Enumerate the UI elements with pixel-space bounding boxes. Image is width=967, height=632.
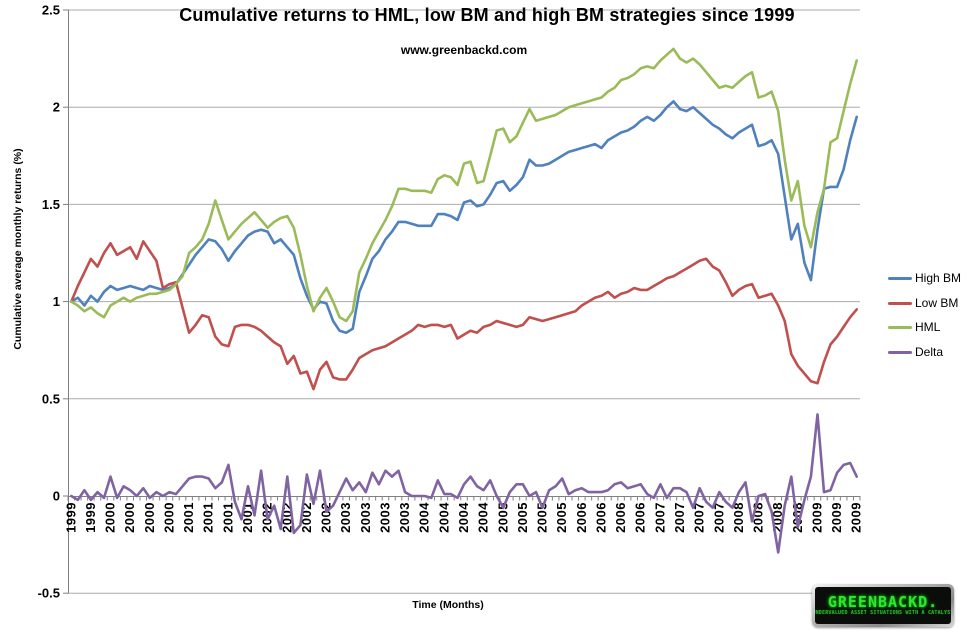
legend-item-high-bm: High BM [888,271,961,285]
x-axis-tick-label: 2003 [397,502,412,533]
legend-label-low-bm: Low BM [915,296,959,310]
x-axis-tick-label: 2001 [181,502,196,533]
x-axis-tick-label: 2006 [613,502,628,533]
x-axis-tick-label: 2009 [810,502,825,533]
chart-title: Cumulative returns to HML, low BM and hi… [179,5,795,25]
hml-line-swatch [888,325,912,329]
x-axis-tick-label: 2000 [142,502,157,533]
x-axis-tick-label: 2006 [574,502,589,533]
x-axis-tick-label: 2003 [378,502,393,533]
y-axis-tick-label: 2.5 [42,3,60,18]
x-axis-tick-label: 2000 [162,502,177,533]
series-line-hml [70,47,859,323]
greenbackd-logo-tagline: UNDERVALUED ASSET SITUATIONS WITH A CATA… [815,610,951,616]
x-axis-tick-label: 2005 [515,502,530,533]
y-axis-tick-label: 1.5 [42,197,60,212]
greenbackd-logo-text: GREENBACKD. [827,593,939,611]
x-axis-tick-label: 2008 [731,502,746,533]
series-line-low-bm [70,240,859,391]
y-axis-tick-label: -0.5 [38,586,60,601]
x-axis-tick-label: 2005 [535,502,550,533]
high-bm-line-swatch [888,276,912,280]
x-axis-tick-label: 2000 [103,502,118,533]
x-axis-tick-label: 2003 [358,502,373,533]
y-axis-tick-label: 0 [53,489,60,504]
series-line-high-bm [70,100,859,335]
greenbackd-logo-screen: GREENBACKD. UNDERVALUED ASSET SITUATIONS… [815,587,951,624]
x-axis-tick-label: 2004 [436,502,451,533]
x-axis-tick-label: 2005 [554,502,569,533]
legend-item-hml: HML [888,320,940,334]
y-axis-title: Cumulative average monthly returns (%) [12,148,24,350]
legend-item-delta: Delta [888,345,943,359]
x-axis-tick-label: 2001 [201,502,216,533]
x-axis-tick-label: 1999 [83,502,98,533]
x-axis-tick-label: 2001 [220,502,235,533]
legend-label-delta: Delta [915,345,944,359]
legend-label-hml: HML [915,320,941,334]
x-axis-tick-label: 2009 [849,502,864,533]
x-axis-tick-label: 2005 [495,502,510,533]
x-axis-tick-label: 2009 [829,502,844,533]
greenbackd-logo: GREENBACKD. UNDERVALUED ASSET SITUATIONS… [812,584,954,627]
x-axis-tick-label: 2004 [417,502,432,533]
x-axis-tick-label: 2003 [338,502,353,533]
y-axis-tick-label: 1 [53,294,60,309]
x-axis-tick-label: 2007 [692,502,707,533]
x-axis-title: Time (Months) [412,599,484,611]
x-axis-tick-label: 2006 [633,502,648,533]
legend: High BM Low BM HML Delta [888,0,967,632]
x-axis-tick-label: 2004 [456,502,471,533]
chart-subtitle: www.greenbackd.com [400,43,528,57]
x-axis-tick-label: 2007 [652,502,667,533]
x-axis-tick-label: 2004 [476,502,491,533]
x-axis-tick-label: 2000 [122,502,137,533]
x-axis-tick-label: 1999 [63,502,78,533]
x-axis-tick-label: 2006 [594,502,609,533]
x-axis-tick-label: 2007 [672,502,687,533]
legend-label-high-bm: High BM [915,271,962,285]
x-axis-tick-label: 2007 [711,502,726,533]
delta-line-swatch [888,350,912,354]
legend-item-low-bm: Low BM [888,296,958,310]
series-line-delta [70,413,859,554]
y-axis-tick-label: 2 [53,100,60,115]
low-bm-line-swatch [888,301,912,305]
y-axis-tick-label: 0.5 [42,391,60,406]
